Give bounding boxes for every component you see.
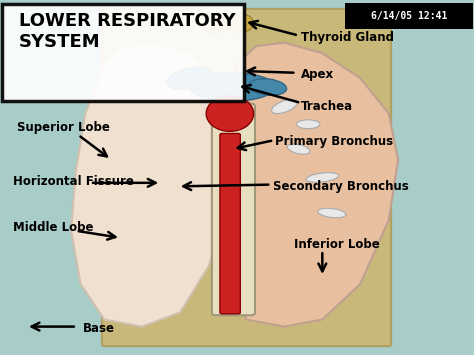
Ellipse shape bbox=[201, 13, 230, 33]
Text: Secondary Bronchus: Secondary Bronchus bbox=[273, 180, 408, 193]
Ellipse shape bbox=[190, 73, 275, 101]
Text: Superior Lobe: Superior Lobe bbox=[17, 121, 109, 134]
Text: Thyroid Gland: Thyroid Gland bbox=[301, 31, 394, 44]
Ellipse shape bbox=[249, 79, 287, 95]
Text: Primary Bronchus: Primary Bronchus bbox=[275, 136, 393, 148]
Polygon shape bbox=[71, 43, 237, 327]
Ellipse shape bbox=[206, 96, 254, 131]
Text: LOWER RESPIRATORY
SYSTEM: LOWER RESPIRATORY SYSTEM bbox=[19, 12, 236, 51]
Text: Base: Base bbox=[83, 322, 115, 335]
FancyBboxPatch shape bbox=[2, 4, 244, 101]
Text: Trachea: Trachea bbox=[301, 100, 353, 113]
FancyBboxPatch shape bbox=[220, 133, 240, 314]
Ellipse shape bbox=[167, 67, 212, 89]
FancyBboxPatch shape bbox=[345, 3, 473, 29]
Text: Apex: Apex bbox=[301, 68, 334, 81]
FancyBboxPatch shape bbox=[102, 9, 391, 346]
Ellipse shape bbox=[296, 120, 320, 129]
Text: Inferior Lobe: Inferior Lobe bbox=[294, 239, 380, 251]
Text: Middle Lobe: Middle Lobe bbox=[13, 221, 94, 234]
Polygon shape bbox=[218, 43, 398, 327]
FancyBboxPatch shape bbox=[212, 104, 255, 315]
Ellipse shape bbox=[306, 173, 339, 182]
Text: 6/14/05 12:41: 6/14/05 12:41 bbox=[371, 11, 447, 21]
Ellipse shape bbox=[287, 144, 310, 154]
Ellipse shape bbox=[230, 14, 254, 32]
Text: Horizontal Fissure: Horizontal Fissure bbox=[13, 175, 134, 187]
Ellipse shape bbox=[318, 208, 346, 218]
Ellipse shape bbox=[272, 99, 297, 114]
